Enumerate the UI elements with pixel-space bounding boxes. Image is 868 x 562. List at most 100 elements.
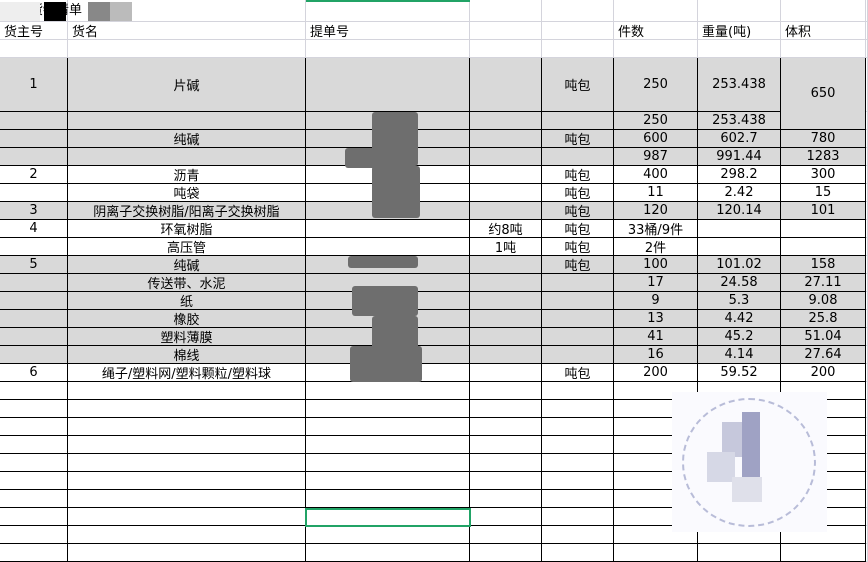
- package-cell[interactable]: [542, 310, 614, 328]
- empty-cell[interactable]: [470, 472, 542, 490]
- empty-cell[interactable]: [542, 400, 614, 418]
- package-cell[interactable]: 吨包: [542, 238, 614, 256]
- empty-cell[interactable]: [542, 436, 614, 454]
- empty-cell[interactable]: [68, 400, 306, 418]
- empty-cell[interactable]: [0, 454, 68, 472]
- package-cell[interactable]: 吨包: [542, 202, 614, 220]
- volume-cell[interactable]: 650: [781, 58, 866, 130]
- weight-cell[interactable]: 101.02: [698, 256, 781, 274]
- empty-cell[interactable]: [542, 40, 614, 58]
- selected-cell[interactable]: [305, 508, 471, 527]
- note-cell[interactable]: [470, 256, 542, 274]
- quantity-cell[interactable]: 100: [614, 256, 698, 274]
- empty-cell[interactable]: [68, 436, 306, 454]
- package-cell[interactable]: [542, 112, 614, 130]
- empty-cell[interactable]: [470, 0, 542, 22]
- note-cell[interactable]: [470, 310, 542, 328]
- weight-cell[interactable]: [698, 238, 781, 256]
- header-cell[interactable]: 货名: [68, 22, 306, 40]
- owner-cell[interactable]: 2: [0, 166, 68, 184]
- volume-cell[interactable]: 27.11: [781, 274, 866, 292]
- name-cell[interactable]: 吨袋: [68, 184, 306, 202]
- volume-cell[interactable]: 158: [781, 256, 866, 274]
- quantity-cell[interactable]: 41: [614, 328, 698, 346]
- name-cell[interactable]: 环氧树脂: [68, 220, 306, 238]
- empty-cell[interactable]: [470, 436, 542, 454]
- empty-cell[interactable]: [470, 400, 542, 418]
- empty-cell[interactable]: [470, 454, 542, 472]
- empty-cell[interactable]: [306, 40, 470, 58]
- package-cell[interactable]: [542, 328, 614, 346]
- empty-cell[interactable]: [542, 526, 614, 544]
- note-cell[interactable]: [470, 346, 542, 364]
- empty-cell[interactable]: [470, 418, 542, 436]
- note-cell[interactable]: [470, 202, 542, 220]
- weight-cell[interactable]: 4.14: [698, 346, 781, 364]
- quantity-cell[interactable]: 9: [614, 292, 698, 310]
- header-cell[interactable]: [470, 22, 542, 40]
- package-cell[interactable]: 吨包: [542, 58, 614, 112]
- empty-cell[interactable]: [698, 40, 781, 58]
- note-cell[interactable]: 1吨: [470, 238, 542, 256]
- owner-cell[interactable]: [0, 346, 68, 364]
- package-cell[interactable]: [542, 346, 614, 364]
- volume-cell[interactable]: [781, 220, 866, 238]
- empty-cell[interactable]: [698, 0, 781, 22]
- owner-cell[interactable]: 6: [0, 364, 68, 382]
- weight-cell[interactable]: 24.58: [698, 274, 781, 292]
- empty-cell[interactable]: [68, 544, 306, 562]
- name-cell[interactable]: [68, 112, 306, 130]
- owner-cell[interactable]: [0, 310, 68, 328]
- volume-cell[interactable]: 101: [781, 202, 866, 220]
- volume-cell[interactable]: 780: [781, 130, 866, 148]
- note-cell[interactable]: [470, 166, 542, 184]
- empty-cell[interactable]: [542, 454, 614, 472]
- quantity-cell[interactable]: 987: [614, 148, 698, 166]
- empty-cell[interactable]: [306, 454, 470, 472]
- name-cell[interactable]: 塑料薄膜: [68, 328, 306, 346]
- quantity-cell[interactable]: 600: [614, 130, 698, 148]
- note-cell[interactable]: [470, 274, 542, 292]
- empty-cell[interactable]: [0, 526, 68, 544]
- empty-cell[interactable]: [542, 472, 614, 490]
- empty-cell[interactable]: [306, 472, 470, 490]
- owner-cell[interactable]: [0, 328, 68, 346]
- empty-cell[interactable]: [781, 40, 866, 58]
- weight-cell[interactable]: 991.44: [698, 148, 781, 166]
- empty-cell[interactable]: [542, 544, 614, 562]
- empty-cell[interactable]: [542, 490, 614, 508]
- empty-cell[interactable]: [542, 508, 614, 526]
- empty-cell[interactable]: [68, 382, 306, 400]
- note-cell[interactable]: [470, 292, 542, 310]
- weight-cell[interactable]: 45.2: [698, 328, 781, 346]
- empty-cell[interactable]: [470, 526, 542, 544]
- owner-cell[interactable]: [0, 184, 68, 202]
- quantity-cell[interactable]: 17: [614, 274, 698, 292]
- name-cell[interactable]: 绳子/塑料网/塑料颗粒/塑料球: [68, 364, 306, 382]
- header-cell[interactable]: 重量(吨): [698, 22, 781, 40]
- empty-cell[interactable]: [306, 490, 470, 508]
- bill-cell[interactable]: [306, 220, 470, 238]
- bill-cell[interactable]: [306, 58, 470, 112]
- weight-cell[interactable]: [698, 220, 781, 238]
- weight-cell[interactable]: 298.2: [698, 166, 781, 184]
- volume-cell[interactable]: [781, 238, 866, 256]
- owner-cell[interactable]: [0, 112, 68, 130]
- name-cell[interactable]: 高压管: [68, 238, 306, 256]
- quantity-cell[interactable]: 16: [614, 346, 698, 364]
- empty-cell[interactable]: [68, 526, 306, 544]
- quantity-cell[interactable]: 33桶/9件: [614, 220, 698, 238]
- note-cell[interactable]: 约8吨: [470, 220, 542, 238]
- empty-cell[interactable]: [306, 436, 470, 454]
- quantity-cell[interactable]: 200: [614, 364, 698, 382]
- bill-cell[interactable]: [306, 238, 470, 256]
- empty-cell[interactable]: [470, 508, 542, 526]
- volume-cell[interactable]: 15: [781, 184, 866, 202]
- volume-cell[interactable]: 1283: [781, 148, 866, 166]
- quantity-cell[interactable]: 13: [614, 310, 698, 328]
- empty-cell[interactable]: [470, 382, 542, 400]
- empty-cell[interactable]: [0, 400, 68, 418]
- empty-cell[interactable]: [0, 508, 68, 526]
- name-cell[interactable]: 橡胶: [68, 310, 306, 328]
- empty-cell[interactable]: [542, 418, 614, 436]
